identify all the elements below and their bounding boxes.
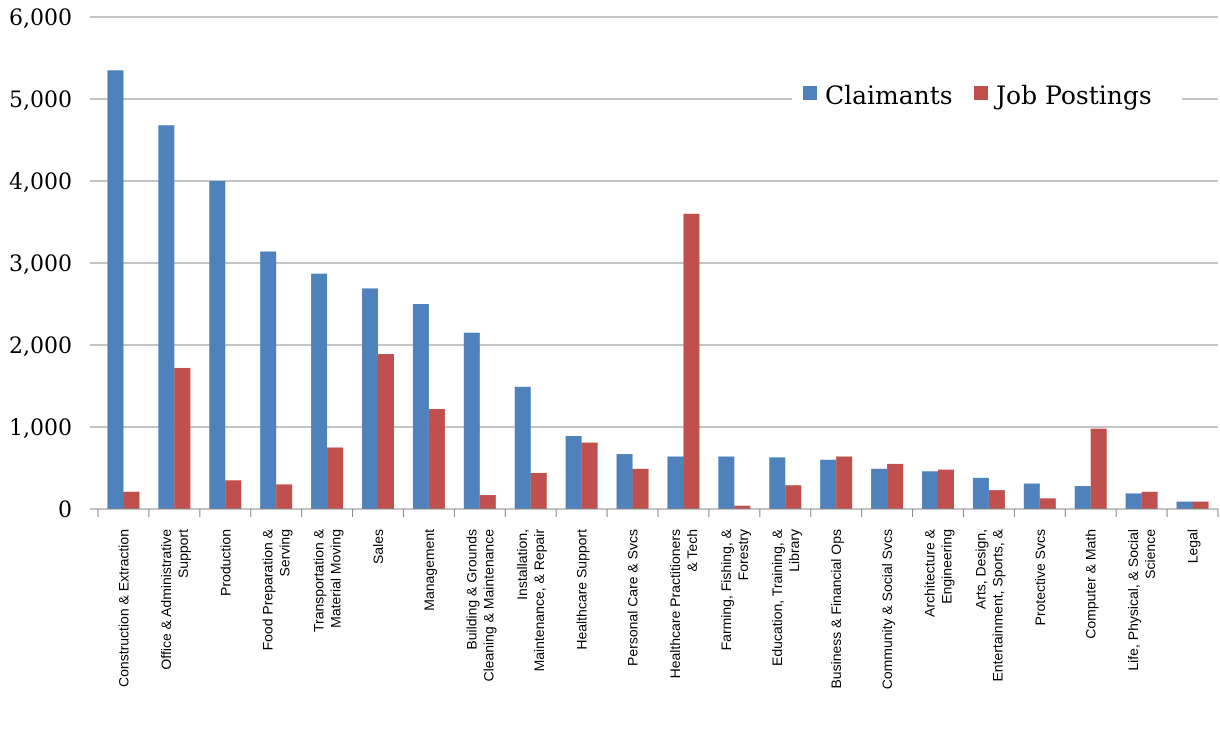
- x-tick-label: Architecture &: [922, 528, 938, 617]
- y-tick-label: 4,000: [9, 170, 72, 195]
- bar-job-postings: [988, 490, 1005, 509]
- bar-job-postings: [836, 456, 853, 509]
- x-tick-label: Science: [1142, 529, 1158, 579]
- x-tick-label: Business & Financial Ops: [828, 529, 844, 689]
- bar-job-postings: [225, 480, 242, 509]
- x-tick-label: Installation,: [514, 529, 530, 600]
- bar-job-postings: [123, 491, 140, 509]
- x-tick-label: Maintenance, & Repair: [531, 529, 547, 672]
- legend-label: Claimants: [825, 81, 953, 110]
- x-tick-label: Support: [175, 529, 191, 578]
- bar-claimants: [1023, 483, 1040, 509]
- bar-claimants: [1125, 493, 1142, 509]
- y-tick-label: 5,000: [9, 88, 72, 113]
- bar-job-postings: [1039, 498, 1056, 509]
- y-tick-label: 1,000: [9, 416, 72, 441]
- y-tick-label: 2,000: [9, 334, 72, 359]
- bar-job-postings: [938, 469, 954, 509]
- x-tick-label: Community & Social Svcs: [879, 529, 895, 689]
- x-tick-label: Forestry: [735, 529, 751, 580]
- bar-claimants: [871, 468, 888, 509]
- x-axis: [97, 508, 1219, 517]
- x-tick-label: Healthcare Support: [574, 529, 590, 650]
- y-axis-ticks: 0 1,000 2,000 3,000 4,000 5,000 6,000: [9, 6, 98, 523]
- x-tick-label: Production: [217, 529, 233, 596]
- x-tick-label: Sales: [370, 529, 386, 564]
- bar-job-postings: [327, 447, 344, 509]
- bar-job-postings: [632, 468, 649, 509]
- x-axis-labels: Construction & Extraction Office & Admini…: [115, 528, 1200, 689]
- bar-claimants: [667, 456, 684, 509]
- bar-job-postings: [887, 463, 904, 509]
- x-tick-label: Construction & Extraction: [115, 529, 131, 687]
- x-tick-label: Protective Svcs: [1032, 529, 1048, 625]
- bar-job-postings: [785, 485, 802, 509]
- x-tick-label: Food Preparation &: [260, 528, 276, 650]
- x-tick-label: Engineering: [939, 529, 955, 604]
- bar-job-postings: [479, 495, 496, 509]
- x-tick-label: Entertainment, Sports, &: [989, 528, 1005, 681]
- bar-job-postings: [683, 213, 700, 510]
- x-tick-label: Farming, Fishing, &: [718, 528, 734, 650]
- bar-claimants: [260, 251, 277, 509]
- bar-job-postings: [581, 442, 598, 509]
- x-tick-label: Arts, Design,: [972, 529, 988, 609]
- bar-job-postings: [1192, 501, 1209, 509]
- x-tick-label: Serving: [277, 529, 293, 576]
- bar-claimants: [616, 454, 633, 509]
- bar-job-postings: [174, 367, 191, 509]
- y-tick-label: 3,000: [9, 252, 72, 277]
- bar-claimants: [209, 181, 226, 509]
- bar-claimants: [565, 436, 582, 509]
- bar-job-postings: [428, 408, 445, 509]
- bar-claimants: [158, 125, 175, 510]
- bar-claimants: [1176, 501, 1193, 509]
- bars: [107, 70, 1209, 510]
- bar-job-postings: [276, 484, 293, 509]
- bar-claimants: [514, 386, 531, 509]
- legend-swatch: [803, 86, 817, 100]
- bar-job-postings: [734, 505, 751, 509]
- x-tick-label: Office & Administrative: [158, 529, 174, 670]
- x-tick-label: Material Moving: [328, 529, 344, 628]
- bar-claimants: [972, 477, 989, 509]
- bar-job-postings: [1090, 428, 1107, 509]
- y-tick-label: 6,000: [9, 6, 72, 31]
- x-tick-label: Building & Grounds: [463, 529, 479, 650]
- bar-claimants: [1074, 486, 1091, 509]
- x-tick-label: Legal: [1185, 529, 1201, 563]
- legend-label: Job Postings: [993, 81, 1152, 110]
- x-tick-label: Cleaning & Maintenance: [480, 529, 496, 682]
- legend-swatch: [974, 86, 988, 100]
- bar-claimants: [107, 70, 124, 510]
- bar-job-postings: [1141, 491, 1158, 509]
- bar-claimants: [362, 288, 378, 509]
- x-tick-label: & Tech: [684, 529, 700, 572]
- x-tick-label: Transportation &: [311, 528, 327, 632]
- x-tick-label: Management: [421, 529, 437, 611]
- x-tick-label: Education, Training, &: [769, 528, 785, 666]
- bar-claimants: [769, 457, 786, 509]
- x-tick-label: Library: [786, 529, 802, 572]
- grid-lines: [98, 16, 1218, 428]
- x-tick-label: Healthcare Practitioners: [667, 529, 683, 678]
- bar-claimants: [463, 332, 480, 509]
- bar-claimants: [311, 273, 328, 509]
- legend: Claimants Job Postings: [792, 76, 1182, 116]
- x-tick-label: Computer & Math: [1083, 529, 1099, 639]
- y-tick-label: 0: [58, 498, 72, 523]
- bar-claimants: [922, 471, 938, 509]
- bar-job-postings: [530, 472, 547, 509]
- bar-claimants: [820, 459, 837, 509]
- x-tick-label: Life, Physical, & Social: [1125, 529, 1141, 671]
- x-tick-label: Personal Care & Svcs: [625, 529, 641, 666]
- bar-job-postings: [378, 354, 394, 509]
- bar-claimants: [718, 456, 735, 509]
- bar-claimants: [412, 304, 429, 509]
